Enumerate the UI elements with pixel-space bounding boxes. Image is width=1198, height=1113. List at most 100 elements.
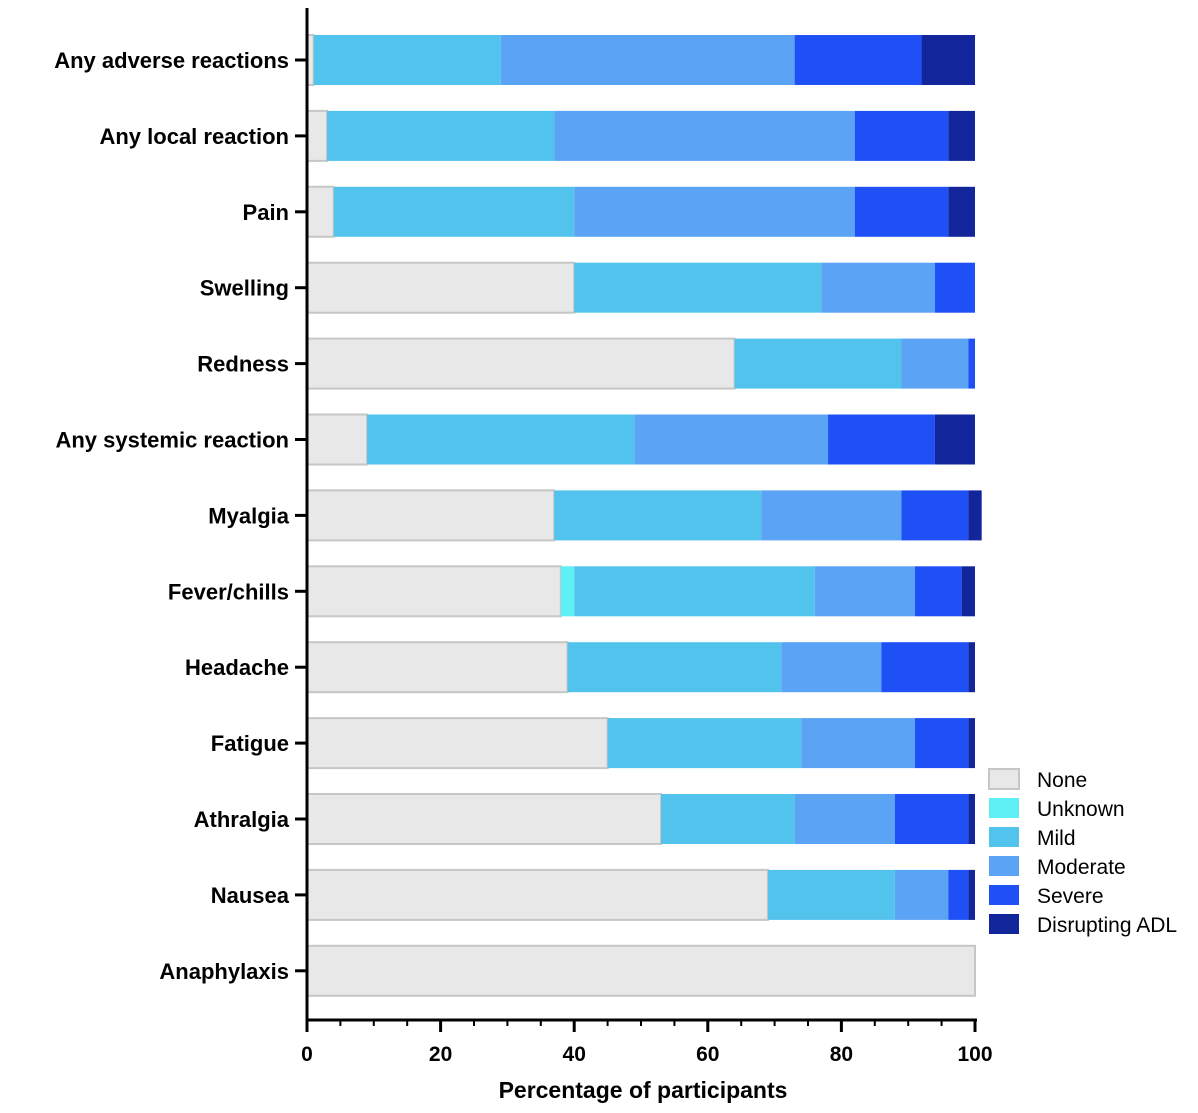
category-label: Anaphylaxis — [159, 959, 289, 984]
bar-segment-none — [306, 185, 335, 238]
bar-row — [306, 793, 975, 845]
bar-segment-moderate — [794, 794, 895, 844]
x-tick-labels: 0 20 40 60 80 100 — [301, 1043, 992, 1066]
bar-segment-mild — [367, 414, 635, 465]
x-tick-label: 40 — [563, 1043, 586, 1066]
legend-label: None — [1037, 769, 1087, 792]
bar-segment-disrupting-adl — [968, 869, 975, 920]
bar-segment-mild — [607, 718, 802, 769]
legend-swatch — [989, 914, 1019, 934]
bar-row — [306, 34, 975, 86]
bar-segment-none — [306, 109, 329, 162]
bar-segment-severe — [894, 794, 969, 844]
bar-segment-moderate — [801, 718, 915, 769]
bar-segment-severe — [854, 110, 949, 161]
bar-segment-none — [306, 868, 769, 921]
bar-segment-severe — [828, 414, 935, 465]
bar-row — [306, 717, 975, 770]
bar-segment-mild — [554, 490, 762, 541]
category-label: Fever/chills — [168, 579, 289, 604]
bar-segment-none — [306, 717, 609, 770]
bar-row — [306, 489, 982, 542]
bar-segment-mild — [313, 35, 501, 85]
legend-label: Unknown — [1037, 798, 1125, 821]
bar-segment-moderate — [781, 642, 882, 693]
bar-segment-mild — [333, 186, 575, 237]
legend-label: Severe — [1037, 885, 1104, 908]
bar-segment-mild — [574, 566, 815, 617]
bar-segment-none — [306, 337, 736, 390]
legend-swatch — [989, 827, 1019, 847]
bar-row — [306, 185, 975, 238]
bar-segment-moderate — [761, 490, 902, 541]
bar-row — [306, 565, 975, 618]
bar-segment-mild — [661, 794, 795, 844]
bar-segment-none — [306, 413, 369, 466]
legend-item: Disrupting ADL — [989, 914, 1177, 937]
x-tick-label: 100 — [957, 1043, 992, 1066]
bar-segment-disrupting-adl — [921, 35, 975, 85]
x-tick-label: 60 — [696, 1043, 719, 1066]
bar-segment-mild — [574, 262, 822, 313]
category-labels: Any adverse reactions Any local reaction P… — [54, 48, 290, 984]
category-label: Any adverse reactions — [54, 48, 289, 73]
bar-row — [306, 868, 975, 921]
bar-segment-severe — [881, 642, 969, 693]
category-label: Athralgia — [194, 807, 290, 832]
category-label: Headache — [185, 655, 289, 680]
bar-segment-disrupting-adl — [968, 642, 975, 693]
bar-segment-moderate — [554, 110, 855, 161]
x-axis-title: Percentage of participants — [499, 1077, 788, 1103]
bar-segment-none — [306, 565, 562, 618]
bar-segment-disrupting-adl — [948, 186, 975, 237]
bar-row — [306, 337, 975, 390]
legend-swatch — [989, 885, 1019, 905]
bar-segment-disrupting-adl — [961, 566, 975, 617]
bar-segment-none — [306, 793, 663, 845]
bar-row — [306, 944, 976, 997]
bar-segment-moderate — [634, 414, 829, 465]
legend-label: Disrupting ADL — [1037, 914, 1177, 937]
category-label: Redness — [197, 352, 289, 377]
legend-item: Moderate — [989, 856, 1126, 879]
x-tick-label: 0 — [301, 1043, 313, 1066]
bar-segment-severe — [948, 869, 969, 920]
bar-segment-unknown — [560, 566, 575, 617]
bar-segment-severe — [934, 262, 975, 313]
category-label: Myalgia — [208, 503, 289, 528]
bar-segment-disrupting-adl — [934, 414, 975, 465]
bar-segment-none — [306, 261, 576, 314]
bar-segment-moderate — [814, 566, 915, 617]
bars-layer — [306, 34, 982, 997]
bar-row — [306, 641, 975, 694]
category-label: Nausea — [211, 883, 290, 908]
bar-segment-disrupting-adl — [968, 718, 975, 769]
bar-segment-severe — [794, 35, 922, 85]
bar-segment-severe — [968, 338, 975, 389]
bar-segment-moderate — [574, 186, 855, 237]
legend-item: Mild — [989, 827, 1076, 850]
x-tick-label: 20 — [429, 1043, 452, 1066]
bar-segment-moderate — [500, 35, 795, 85]
legend-item: Unknown — [989, 798, 1125, 821]
bar-segment-mild — [567, 642, 782, 693]
bar-segment-none — [306, 944, 976, 997]
legend: None Unknown Mild Moderate Severe Disrupting … — [988, 768, 1177, 937]
bar-segment-mild — [327, 110, 555, 161]
bar-segment-disrupting-adl — [968, 794, 975, 844]
axes — [295, 8, 977, 1032]
x-tick-label: 80 — [830, 1043, 853, 1066]
bar-segment-none — [306, 641, 569, 694]
bar-row — [306, 261, 975, 314]
category-label: Any local reaction — [99, 124, 289, 149]
bar-segment-moderate — [821, 262, 935, 313]
category-label: Any systemic reaction — [55, 428, 289, 453]
bar-segment-mild — [734, 338, 902, 389]
legend-item: Severe — [989, 885, 1104, 908]
bar-segment-disrupting-adl — [948, 110, 975, 161]
bar-row — [306, 109, 975, 162]
bar-segment-disrupting-adl — [968, 490, 982, 541]
bar-segment-mild — [767, 869, 895, 920]
